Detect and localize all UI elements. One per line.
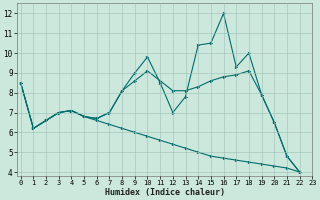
X-axis label: Humidex (Indice chaleur): Humidex (Indice chaleur) (105, 188, 225, 197)
